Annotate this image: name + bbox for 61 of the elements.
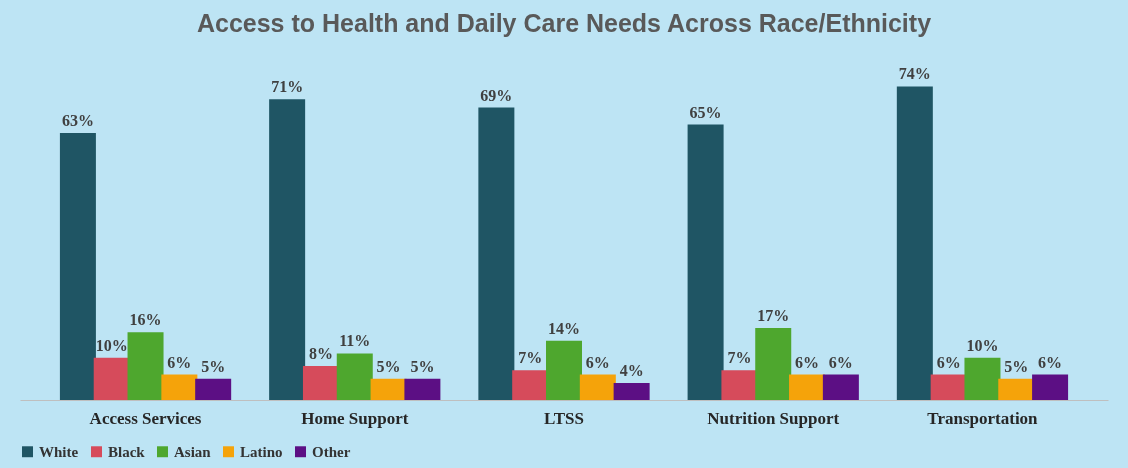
bar (370, 378, 407, 400)
x-tick-label: Nutrition Support (707, 408, 840, 428)
bar (755, 327, 792, 400)
data-label: 6% (1038, 353, 1063, 371)
bar (930, 374, 967, 400)
data-label: 6% (828, 353, 853, 371)
bar (512, 370, 549, 400)
data-label: 10% (95, 336, 128, 354)
legend-label: Asian (174, 443, 212, 460)
x-tick-label: Transportation (927, 408, 1039, 428)
data-label: 17% (757, 306, 790, 324)
data-label: 63% (61, 112, 94, 130)
bar (896, 86, 933, 400)
bar (687, 124, 724, 400)
legend-label: Latino (240, 443, 283, 460)
data-label: 74% (898, 65, 931, 83)
data-label: 5% (376, 357, 401, 375)
data-label: 6% (795, 353, 820, 371)
legend-label: White (39, 443, 79, 460)
bar (822, 374, 859, 400)
bar (302, 366, 339, 400)
data-label: 6% (585, 353, 610, 371)
data-label: 5% (410, 357, 435, 375)
bar (59, 133, 96, 400)
data-label: 11% (339, 332, 371, 350)
x-tick-label: Access Services (89, 408, 202, 428)
bar (964, 357, 1001, 400)
chart-title: Access to Health and Daily Care Needs Across Race/Ethnicity (196, 9, 932, 37)
bar (127, 332, 164, 400)
bar (789, 374, 826, 400)
bar (161, 374, 198, 400)
data-label: 6% (167, 353, 192, 371)
data-label: 4% (619, 362, 644, 380)
bar (998, 378, 1035, 400)
data-label: 14% (548, 319, 580, 337)
bar (336, 353, 373, 400)
data-label: 10% (966, 336, 999, 354)
data-label: 65% (689, 103, 722, 121)
data-label: 7% (518, 349, 543, 367)
data-label: 7% (727, 349, 752, 367)
bar (546, 340, 582, 400)
bar (93, 357, 130, 400)
data-label: 5% (1004, 357, 1029, 375)
bar (195, 378, 232, 400)
bar (613, 383, 650, 400)
data-label: 5% (201, 357, 226, 375)
data-label: 69% (480, 86, 513, 104)
data-label: 16% (129, 311, 162, 329)
data-label: 8% (308, 345, 333, 363)
x-tick-label: LTSS (543, 408, 585, 428)
bar (1032, 374, 1069, 400)
data-label: 6% (936, 353, 961, 371)
bar (404, 378, 441, 400)
x-tick-label: Home Support (301, 408, 409, 428)
legend-label: Other (312, 443, 351, 460)
bar (269, 99, 306, 400)
bar (721, 370, 758, 400)
bar (579, 374, 616, 400)
bar (478, 107, 515, 400)
legend-label: Black (108, 443, 146, 460)
data-label: 71% (271, 78, 304, 96)
